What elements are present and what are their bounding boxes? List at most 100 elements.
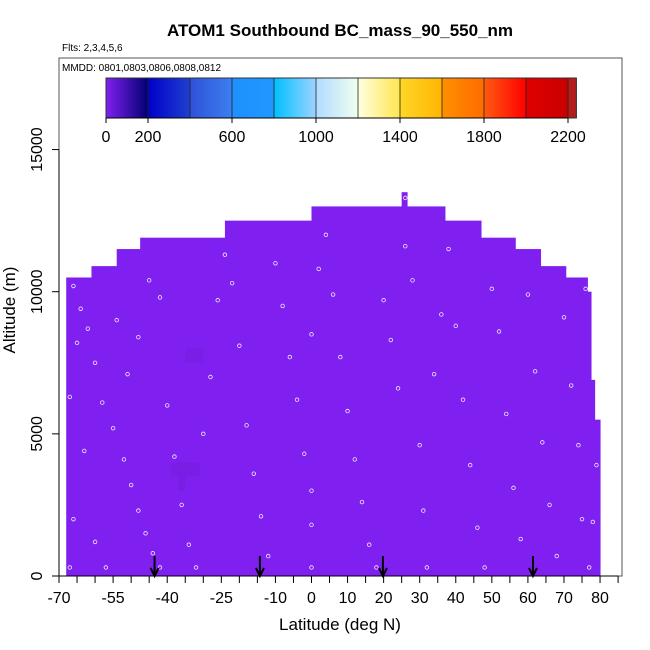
colorbar-segment — [274, 78, 317, 118]
data-point — [280, 303, 285, 309]
heatmap-cell — [140, 237, 226, 577]
heatmap-cell — [407, 206, 446, 576]
data-point — [576, 443, 581, 448]
x-tick-label: 50 — [483, 590, 501, 607]
colorbar-tick-label: 1800 — [466, 129, 502, 146]
data-point — [67, 394, 73, 400]
data-point — [504, 411, 509, 417]
x-tick-label: -25 — [210, 590, 233, 607]
colorbar-segment — [400, 78, 443, 118]
data-point — [359, 499, 365, 505]
heatmap-cell — [594, 419, 601, 576]
data-point — [431, 371, 437, 377]
data-point — [74, 340, 80, 346]
data-point — [424, 565, 430, 570]
data-point — [540, 440, 545, 445]
data-point — [103, 565, 109, 570]
heatmap-cell — [565, 277, 588, 576]
x-tick-label: 70 — [555, 590, 573, 607]
heatmap-cell — [311, 206, 403, 576]
y-tick-label: 0 — [29, 571, 46, 580]
colorbar-segment — [358, 78, 401, 118]
heatmap-cell — [91, 266, 118, 576]
data-point — [316, 266, 321, 272]
data-point — [71, 516, 76, 522]
data-point — [511, 485, 516, 491]
data-point — [395, 386, 401, 391]
data-point — [100, 400, 105, 405]
data-point — [403, 244, 408, 249]
data-point — [186, 542, 192, 547]
data-point — [157, 295, 163, 300]
data-point — [92, 360, 98, 365]
data-point — [121, 457, 127, 462]
x-tick-label: -55 — [102, 590, 125, 607]
data-point — [302, 451, 307, 456]
heatmap-cell — [116, 249, 141, 576]
data-point — [309, 488, 314, 493]
x-tick-label: -40 — [156, 590, 179, 607]
data-point — [554, 553, 559, 559]
data-point — [374, 565, 379, 570]
x-tick-label: 80 — [591, 590, 609, 607]
data-point — [403, 195, 408, 201]
data-point — [475, 525, 480, 530]
colorbar-segment — [526, 78, 569, 118]
data-point — [547, 502, 552, 508]
x-tick-label: 10 — [339, 590, 357, 607]
data-point — [258, 514, 264, 519]
colorbar-segment — [232, 78, 275, 118]
data-point — [136, 334, 141, 340]
data-point — [67, 565, 73, 570]
heatmap-cell — [481, 237, 516, 577]
data-point — [496, 329, 502, 334]
data-point — [143, 531, 148, 536]
chart-subtitle: Flts: 2,3,4,5,6 — [62, 43, 123, 54]
data-point — [229, 280, 235, 286]
data-point — [208, 374, 213, 380]
data-point — [294, 397, 300, 402]
y-tick-label: 15000 — [29, 127, 46, 172]
data-point — [594, 462, 599, 468]
x-tick-label: 40 — [447, 590, 465, 607]
heatmap-cell — [178, 476, 186, 491]
data-point — [165, 403, 170, 408]
data-point — [467, 462, 473, 468]
data-point — [172, 454, 177, 459]
data-point — [201, 431, 206, 437]
x-axis-label: Latitude (deg N) — [279, 615, 401, 634]
colorbar-tick-label: 200 — [135, 129, 162, 146]
data-point — [287, 354, 293, 360]
data-point — [579, 516, 585, 522]
data-point — [150, 551, 155, 556]
colorbar-segment — [106, 78, 149, 118]
heatmap-cell — [224, 220, 312, 576]
data-point — [367, 542, 372, 547]
data-point — [266, 553, 271, 559]
colorbar-segment — [442, 78, 485, 118]
data-point — [251, 471, 256, 476]
x-tick-label: 20 — [375, 590, 393, 607]
data-point — [237, 343, 242, 348]
data-point — [410, 278, 415, 283]
data-point — [146, 278, 152, 283]
data-point — [323, 232, 329, 238]
data-point — [352, 457, 357, 462]
heatmap-cell — [170, 462, 200, 477]
colorbar-segment — [190, 78, 233, 118]
data-point — [561, 315, 567, 320]
data-point — [273, 261, 278, 266]
heatmap-cell — [587, 291, 592, 576]
colorbar-segment — [568, 78, 577, 118]
data-point — [309, 565, 314, 570]
data-point — [92, 539, 98, 545]
data-point — [388, 337, 394, 343]
data-point — [439, 312, 444, 317]
data-point — [110, 425, 116, 431]
data-point — [381, 298, 386, 303]
mmdd-annotation: MMDD: 0801,0803,0806,0808,0812 — [62, 63, 221, 74]
y-tick-label: 10000 — [29, 269, 46, 314]
data-point — [532, 369, 538, 374]
